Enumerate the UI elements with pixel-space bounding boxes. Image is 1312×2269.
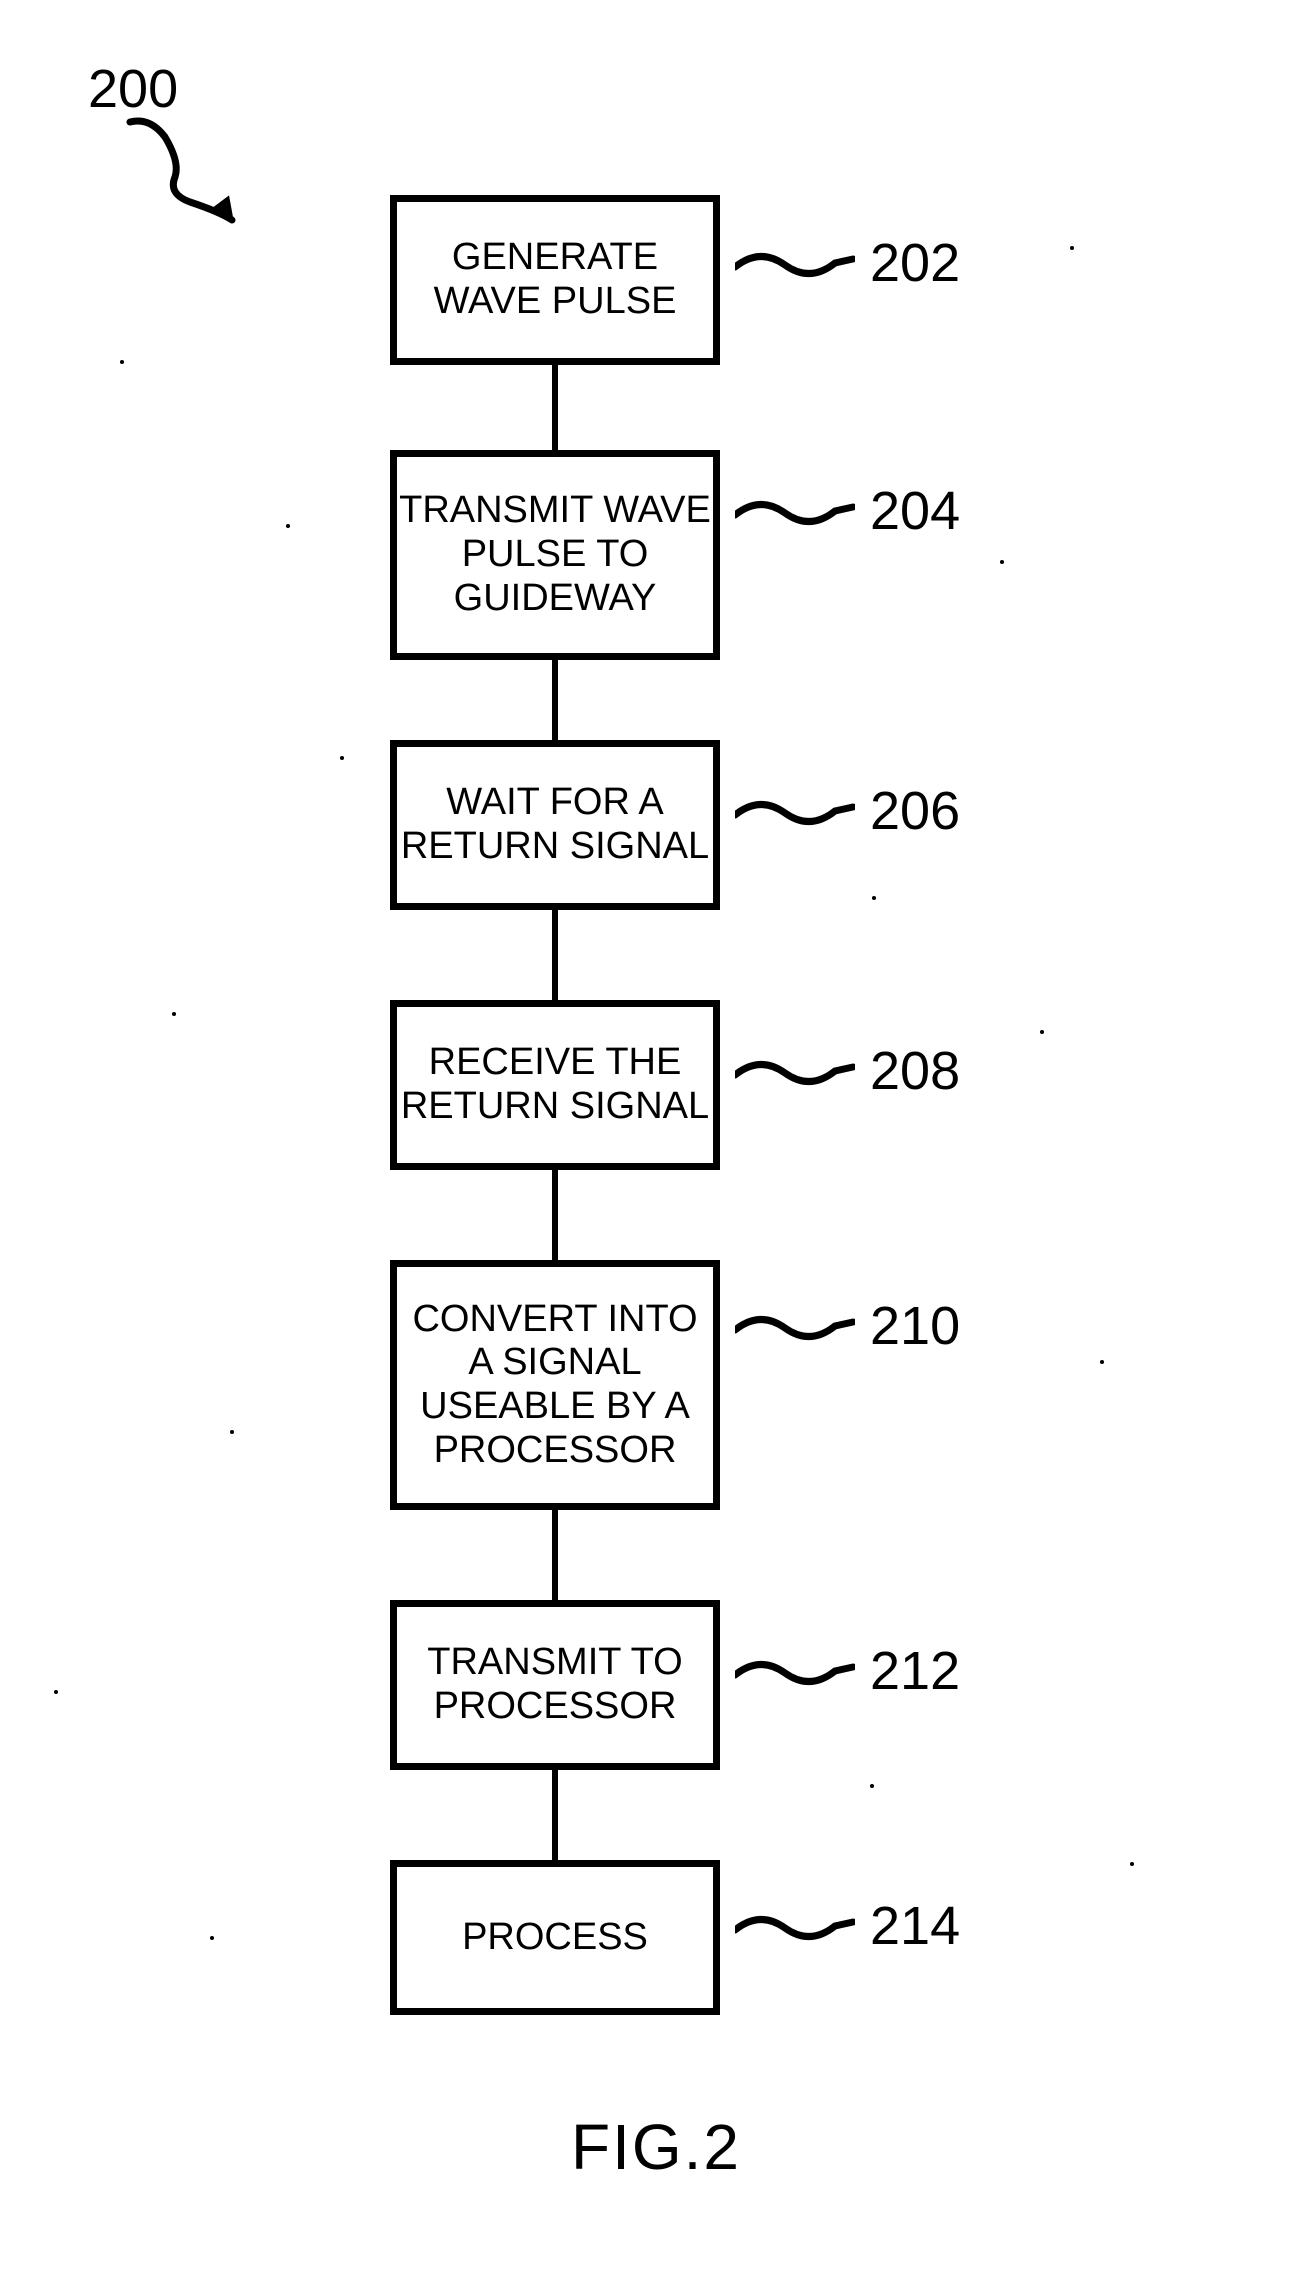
ref-number-202: 202 — [870, 232, 960, 294]
ref-leader-206 — [735, 793, 855, 833]
ref-leader-210 — [735, 1308, 855, 1348]
speck — [1070, 246, 1074, 250]
speck — [1000, 560, 1004, 564]
flow-connector — [552, 910, 558, 1000]
speck — [872, 896, 876, 900]
speck — [172, 1012, 176, 1016]
flow-step-text: WAIT FOR ARETURN SIGNAL — [401, 781, 709, 868]
ref-number-206: 206 — [870, 780, 960, 842]
flow-step-212: TRANSMIT TOPROCESSOR — [390, 1600, 720, 1770]
ref-number-212: 212 — [870, 1640, 960, 1702]
flow-step-214: PROCESS — [390, 1860, 720, 2015]
speck — [1040, 1030, 1044, 1034]
speck — [1130, 1862, 1134, 1866]
flow-step-210: CONVERT INTOA SIGNALUSEABLE BY APROCESSO… — [390, 1260, 720, 1510]
speck — [210, 1936, 214, 1940]
ref-leader-202 — [735, 245, 855, 285]
figure-container: 200 GENERATEWAVE PULSE 202 TRANSMIT WAVEPU… — [0, 0, 1312, 2269]
speck — [870, 1784, 874, 1788]
flow-step-text: RECEIVE THERETURN SIGNAL — [401, 1041, 709, 1128]
speck — [1100, 1360, 1104, 1364]
speck — [54, 1690, 58, 1694]
ref-number-204: 204 — [870, 480, 960, 542]
flow-step-204: TRANSMIT WAVEPULSE TOGUIDEWAY — [390, 450, 720, 660]
flow-step-text: TRANSMIT TOPROCESSOR — [427, 1641, 682, 1728]
flow-connector — [552, 660, 558, 740]
flow-connector — [552, 1170, 558, 1260]
ref-leader-214 — [735, 1908, 855, 1948]
flow-step-text: GENERATEWAVE PULSE — [434, 236, 677, 323]
ref-leader-208 — [735, 1053, 855, 1093]
speck — [340, 756, 344, 760]
speck — [230, 1430, 234, 1434]
flow-step-text: TRANSMIT WAVEPULSE TOGUIDEWAY — [399, 489, 711, 620]
ref-number-208: 208 — [870, 1040, 960, 1102]
ref-leader-212 — [735, 1653, 855, 1693]
speck — [120, 360, 124, 364]
flow-step-202: GENERATEWAVE PULSE — [390, 195, 720, 365]
ref-200-label: 200 — [88, 58, 178, 120]
flow-step-206: WAIT FOR ARETURN SIGNAL — [390, 740, 720, 910]
flow-connector — [552, 365, 558, 450]
flow-connector — [552, 1770, 558, 1860]
figure-caption: FIG.2 — [0, 2110, 1312, 2184]
speck — [286, 524, 290, 528]
ref-leader-204 — [735, 493, 855, 533]
ref-number-214: 214 — [870, 1895, 960, 1957]
ref-number-210: 210 — [870, 1295, 960, 1357]
flow-step-text: PROCESS — [462, 1916, 648, 1960]
flow-step-text: CONVERT INTOA SIGNALUSEABLE BY APROCESSO… — [412, 1298, 697, 1473]
ref-200-arrow — [120, 112, 260, 242]
flow-connector — [552, 1510, 558, 1600]
flow-step-208: RECEIVE THERETURN SIGNAL — [390, 1000, 720, 1170]
